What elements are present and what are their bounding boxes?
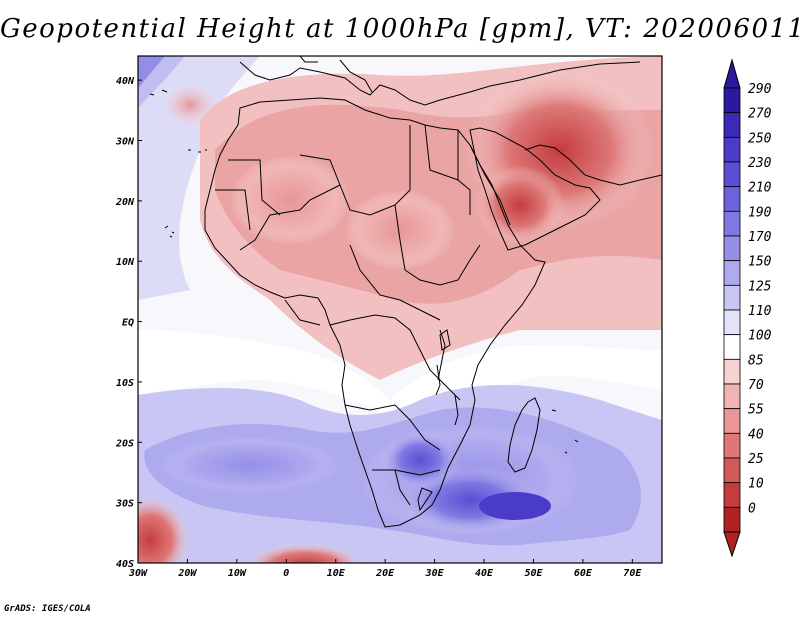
colorbar-swatch — [723, 334, 741, 360]
y-tick-label: 30S — [115, 499, 134, 510]
colorbar-label: 110 — [748, 304, 772, 319]
colorbar-swatch — [723, 260, 741, 286]
colorbar-label: 150 — [748, 255, 772, 270]
colorbar-swatch — [723, 309, 741, 336]
chart-title: Geopotential Height at 1000hPa [gpm], VT… — [0, 14, 800, 44]
colorbar-label: 250 — [748, 131, 772, 146]
colorbar-arrow-bottom — [723, 531, 741, 558]
colorbar-label: 25 — [748, 452, 764, 467]
colorbar-swatch — [723, 284, 741, 311]
y-tick-label: 10N — [116, 257, 135, 268]
y-axis: 40N 30N 20N 10N EQ 10S 20S 30S 40S — [115, 76, 142, 570]
colorbar-label: 70 — [748, 378, 764, 393]
map-frame — [137, 55, 663, 564]
colorbar-swatch — [723, 432, 741, 459]
colorbar-swatch — [723, 482, 741, 508]
colorbar-label: 230 — [748, 156, 772, 171]
colorbar-label: 85 — [748, 353, 764, 368]
colorbar-label: 170 — [748, 230, 772, 245]
coastlines — [149, 56, 662, 528]
colorbar-label: 0 — [748, 501, 756, 516]
x-tick-label: 60E — [574, 568, 593, 579]
x-tick-label: 30W — [128, 568, 148, 579]
x-tick-label: 30E — [425, 568, 445, 579]
y-tick-label: 20S — [115, 438, 134, 449]
colorbar-label: 10 — [748, 477, 764, 492]
colorbar-arrow-top — [723, 58, 741, 89]
colorbar-label: 270 — [748, 107, 772, 122]
height-field — [138, 56, 662, 563]
colorbar-label: 55 — [748, 403, 764, 418]
colorbar-swatch — [723, 457, 741, 484]
colorbar-label: 210 — [748, 181, 772, 196]
x-tick-label: 0 — [283, 568, 289, 579]
colorbar-swatch — [723, 87, 741, 114]
colorbar-label: 100 — [748, 329, 772, 344]
x-tick-label: 50E — [524, 568, 543, 579]
y-tick-label: 30N — [115, 137, 135, 148]
x-tick-label: 10E — [327, 568, 346, 579]
x-tick-label: 40E — [475, 568, 494, 579]
x-tick-label: 20W — [177, 568, 197, 579]
colorbar-swatch — [723, 112, 741, 138]
colorbar-swatch — [723, 383, 741, 410]
x-tick-label: 70E — [623, 568, 642, 579]
x-axis: 30W 20W 10W 0 10E 20E 30E 40E 50E 60E 70E — [128, 559, 642, 579]
colorbar-swatch — [723, 161, 741, 188]
colorbar-label: 190 — [748, 205, 772, 220]
x-tick-label: 10W — [228, 568, 247, 579]
y-tick-label: 40S — [116, 559, 134, 570]
colorbar-swatch — [723, 408, 741, 434]
y-tick-label: 40N — [116, 76, 135, 87]
colorbar-swatch — [723, 358, 741, 385]
x-tick-label: 20E — [375, 568, 395, 579]
y-tick-label: EQ — [122, 318, 134, 329]
colorbar-swatch — [723, 186, 741, 212]
colorbar-swatch — [723, 210, 741, 237]
colorbar-label: 40 — [748, 427, 764, 442]
y-tick-label: 20N — [115, 197, 135, 208]
colorbar-swatch — [723, 136, 741, 163]
colorbar-label: 125 — [748, 279, 772, 294]
y-tick-label: 10S — [116, 378, 134, 389]
colorbar-label: 290 — [748, 82, 772, 97]
colorbar: 2902702502302101901701501251101008570554… — [723, 58, 772, 558]
grads-credit: GrADS: IGES/COLA — [4, 604, 91, 614]
colorbar-swatch — [723, 235, 741, 262]
colorbar-swatch — [723, 506, 741, 533]
